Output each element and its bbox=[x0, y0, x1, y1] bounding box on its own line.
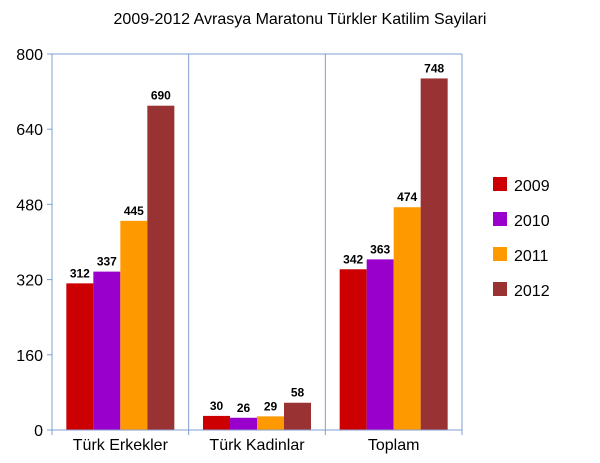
bar-value-label: 312 bbox=[70, 266, 90, 280]
bar-value-label: 30 bbox=[210, 399, 224, 413]
y-tick-label: 160 bbox=[16, 348, 43, 365]
legend-swatch bbox=[493, 177, 507, 191]
bar bbox=[257, 416, 284, 430]
bar-value-label: 748 bbox=[424, 61, 444, 75]
bar bbox=[420, 78, 448, 430]
y-tick-label: 800 bbox=[16, 47, 43, 64]
bar-value-label: 342 bbox=[343, 252, 363, 266]
legend-swatch bbox=[493, 247, 507, 261]
bar-value-label: 58 bbox=[291, 386, 305, 400]
y-tick-label: 320 bbox=[16, 273, 43, 290]
legend-label: 2011 bbox=[514, 248, 549, 265]
legend-swatch bbox=[493, 282, 507, 296]
y-tick-label: 640 bbox=[16, 122, 43, 139]
bar bbox=[203, 415, 230, 430]
legend-swatch bbox=[493, 212, 507, 226]
bar bbox=[66, 283, 94, 430]
legend-label: 2009 bbox=[514, 178, 550, 195]
bar bbox=[339, 269, 367, 430]
bar-value-label: 445 bbox=[124, 204, 144, 218]
x-category-label: Türk Kadinlar bbox=[209, 437, 305, 454]
bars bbox=[66, 78, 448, 430]
bar-value-label: 337 bbox=[97, 255, 117, 269]
x-category-label: Toplam bbox=[368, 437, 420, 454]
y-tick-label: 480 bbox=[16, 197, 43, 214]
bar bbox=[393, 207, 421, 430]
grid bbox=[52, 53, 463, 435]
bar-value-label: 26 bbox=[237, 401, 251, 415]
legend: 2009 2010 2011 2012 bbox=[493, 177, 550, 300]
x-axis: Türk Erkekler Türk Kadinlar Toplam bbox=[51, 429, 463, 454]
bar-value-label: 363 bbox=[370, 242, 390, 256]
legend-label: 2012 bbox=[514, 283, 550, 300]
bar bbox=[366, 259, 394, 430]
bar-value-label: 474 bbox=[397, 190, 417, 204]
bar-value-label: 29 bbox=[264, 399, 278, 413]
legend-label: 2010 bbox=[514, 213, 550, 230]
y-axis: 0 160 320 480 640 800 bbox=[16, 47, 53, 440]
bar bbox=[93, 271, 121, 430]
x-category-label: Türk Erkekler bbox=[73, 437, 169, 454]
data-labels: 312 337 445 690 30 26 29 58 342 363 474 748 bbox=[70, 61, 445, 414]
bar-value-label: 690 bbox=[151, 89, 171, 103]
chart-title: 2009-2012 Avrasya Maratonu Türkler Katil… bbox=[114, 11, 487, 28]
bar bbox=[120, 220, 148, 430]
bar bbox=[284, 402, 311, 430]
bar bbox=[147, 105, 175, 430]
bar bbox=[230, 417, 257, 430]
y-tick-label: 0 bbox=[34, 423, 43, 440]
